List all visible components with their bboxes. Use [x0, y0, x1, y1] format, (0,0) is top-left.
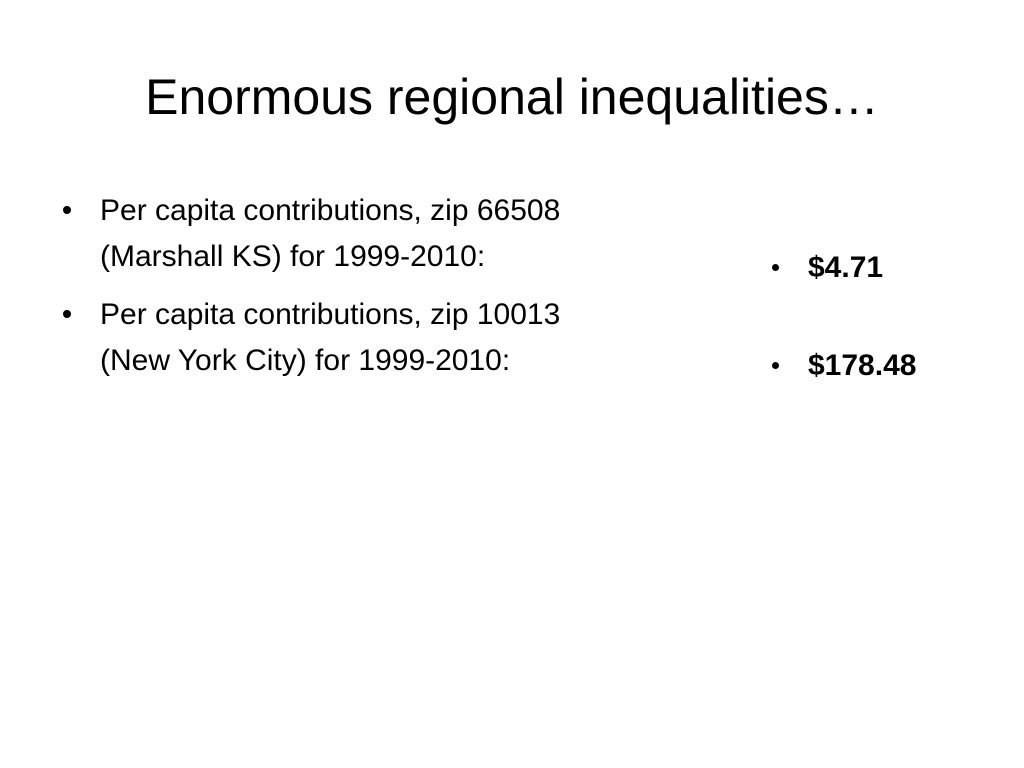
- bullet: [63, 310, 71, 318]
- bullet: [772, 264, 779, 271]
- value-text: $4.71: [808, 251, 884, 284]
- bullet: [772, 362, 779, 369]
- bullet-text: (Marshall KS) for 1999-2010:: [100, 240, 486, 273]
- bullet-text: Per capita contributions, zip 10013: [100, 298, 561, 331]
- bullet-text: (New York City) for 1999-2010:: [100, 344, 511, 377]
- bullet-text: Per capita contributions, zip 66508: [100, 194, 561, 227]
- slide-title: Enormous regional inequalities…: [145, 69, 879, 125]
- value-text: $178.48: [808, 349, 917, 382]
- bullet: [63, 206, 71, 214]
